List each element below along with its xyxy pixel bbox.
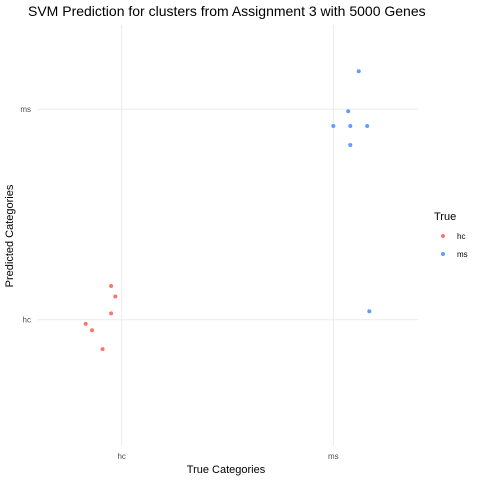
data-point-ms <box>356 69 361 74</box>
y-tick-label: ms <box>20 105 31 114</box>
data-point-ms <box>348 142 353 147</box>
data-point-ms <box>365 124 370 129</box>
legend-key-hc <box>441 234 445 238</box>
y-axis-title: Predicted Categories <box>4 184 16 287</box>
x-tick-label: ms <box>328 452 339 461</box>
x-axis-title: True Categories <box>187 464 266 476</box>
data-point-ms <box>348 124 353 129</box>
legend: True hc ms <box>434 211 468 259</box>
data-point-ms <box>346 109 351 114</box>
data-point-hc <box>90 328 95 333</box>
data-point-hc <box>100 347 105 352</box>
tick-labels: hc ms hc ms <box>20 105 338 461</box>
legend-key-ms <box>441 252 445 256</box>
chart-title: SVM Prediction for clusters from Assignm… <box>28 3 426 19</box>
x-tick-label: hc <box>117 452 125 461</box>
legend-label-ms: ms <box>457 250 468 259</box>
data-point-hc <box>109 284 114 289</box>
data-point-ms <box>367 309 372 314</box>
legend-label-hc: hc <box>457 232 465 241</box>
data-point-ms <box>331 124 336 129</box>
data-points <box>83 69 372 352</box>
data-point-hc <box>109 311 114 316</box>
data-point-hc <box>113 294 118 299</box>
y-tick-label: hc <box>23 316 31 325</box>
data-point-hc <box>83 321 88 326</box>
gridlines <box>37 25 418 446</box>
legend-title: True <box>434 211 456 223</box>
